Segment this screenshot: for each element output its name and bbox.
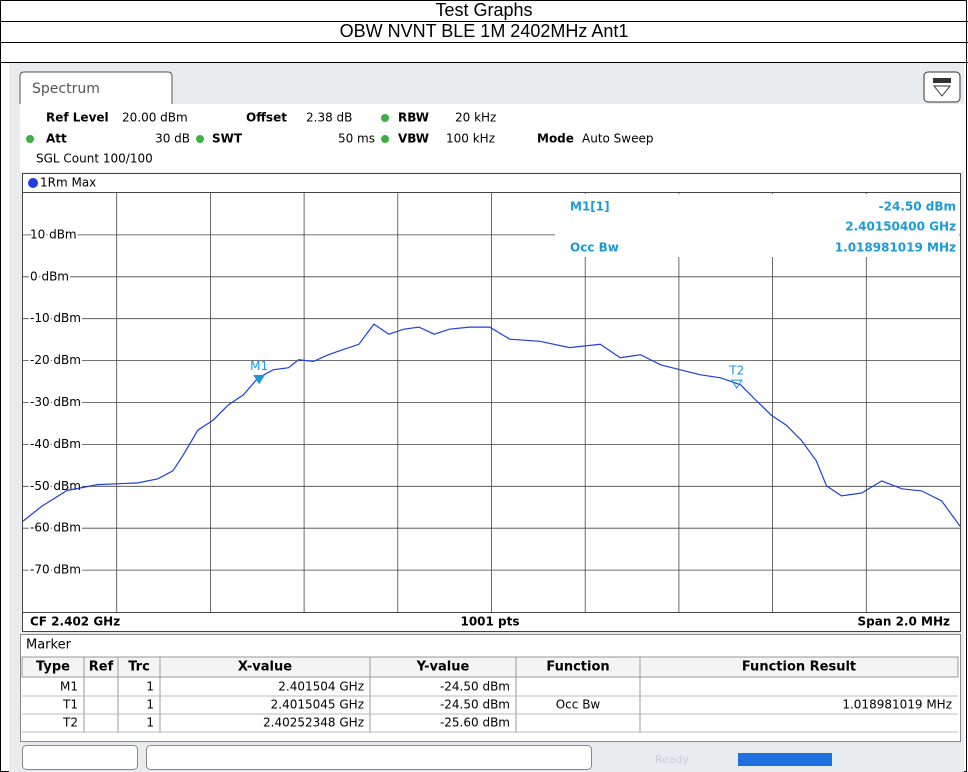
column-header: Trc [128, 660, 150, 675]
status: Ready [655, 753, 690, 766]
cell: 1 [146, 698, 154, 712]
icon[interactable] [923, 71, 961, 103]
y-tick-label: 0 dBm [30, 269, 69, 283]
cell: -24.50 dBm [440, 698, 510, 712]
column-header: X-value [238, 660, 292, 675]
setting-value: 30 dB [155, 132, 190, 146]
progress [738, 753, 832, 766]
readout: M1[1] [570, 200, 610, 214]
setting-value: 20 kHz [455, 111, 496, 125]
cell: T2 [62, 716, 78, 730]
column-header: Y-value [416, 660, 470, 675]
y-tick-label: -10 dBm [30, 311, 81, 325]
setting-label: Att [46, 132, 67, 146]
y-tick-label: -60 dBm [30, 521, 81, 535]
table: Type Ref Trc X-value Y-value Function Function… [21, 656, 959, 733]
column-header: Function [546, 660, 609, 675]
setting-label: SWT [212, 132, 243, 146]
y-tick-label: -50 dBm [30, 479, 81, 493]
trace-label: 1Rm Max [40, 176, 96, 190]
footer-right: Span 2.0 MHz [858, 615, 950, 629]
setting-label: Offset [246, 111, 287, 125]
readout: Occ Bw [570, 241, 619, 255]
y-tick-label: -70 dBm [30, 563, 81, 577]
cell: 2.40252348 GHz [263, 716, 364, 730]
setting-value: 50 ms [338, 132, 375, 146]
marker-table-title: Marker [26, 638, 72, 653]
cell: 2.4015045 GHz [271, 698, 364, 712]
readout: -24.50 dBm [879, 200, 956, 214]
setting-label: Mode [537, 132, 574, 146]
marker-label: T2 [728, 364, 744, 378]
led [26, 135, 34, 143]
table-header-bg [21, 656, 959, 678]
cell: -24.50 dBm [440, 680, 510, 694]
setting-value: 2.38 dB [306, 111, 352, 125]
title: Test Graphs [435, 0, 532, 20]
y-tick-label: -40 dBm [30, 437, 81, 451]
cell: M1 [60, 680, 78, 694]
readout: 1.018981019 MHz [835, 241, 956, 255]
marker [730, 379, 743, 390]
cell: 1.018981019 MHz [842, 698, 952, 712]
led [196, 135, 204, 143]
marker [253, 374, 266, 385]
trace-bar [22, 173, 961, 193]
status-box [22, 745, 138, 770]
status-box [146, 745, 592, 770]
readout: 2.40150400 GHz [845, 220, 956, 234]
setting-value: 100 kHz [446, 132, 495, 146]
cell: -25.60 dBm [440, 716, 510, 730]
column-header: Ref [89, 660, 114, 675]
panel [20, 104, 964, 112]
cell: 2.401504 GHz [278, 680, 364, 694]
setting-value: 20.00 dBm [122, 111, 188, 125]
marker-table [20, 634, 961, 742]
cell: T1 [62, 698, 78, 712]
footer-center: 1001 pts [460, 615, 519, 629]
trace [22, 323, 961, 527]
icon-glyph [933, 78, 951, 83]
column-header: Type [36, 660, 70, 675]
led [381, 135, 389, 143]
column-header: Function Result [742, 660, 856, 675]
plot: 10 dBm 0 dBm -10 dBm -20 dBm -30 dBm -40 dBm -… [22, 193, 961, 612]
cell: Occ Bw [556, 698, 601, 712]
readout-bg [555, 194, 959, 257]
marker-label: M1 [250, 359, 268, 373]
trace-dot [28, 178, 38, 188]
tab[interactable] [19, 71, 173, 104]
tab-label[interactable]: Spectrum [32, 81, 100, 97]
y-tick-label: 10 dBm [30, 227, 77, 241]
setting-value: Auto Sweep [582, 132, 654, 146]
settings-panel [20, 112, 964, 172]
setting-label: Ref Level [46, 111, 109, 125]
setting-label: RBW [398, 111, 429, 125]
sgl-count: SGL Count 100/100 [36, 152, 153, 166]
cell: 1 [146, 716, 154, 730]
icon-glyph [932, 85, 952, 97]
footer-left: CF 2.402 GHz [30, 615, 120, 629]
setting-label: VBW [398, 132, 429, 146]
y-tick-label: -30 dBm [30, 395, 81, 409]
cell: 1 [146, 680, 154, 694]
footer-bar [22, 612, 961, 632]
led [381, 114, 389, 122]
subtitle: OBW NVNT BLE 1M 2402MHz Ant1 [340, 21, 629, 41]
y-tick-label: -20 dBm [30, 353, 81, 367]
